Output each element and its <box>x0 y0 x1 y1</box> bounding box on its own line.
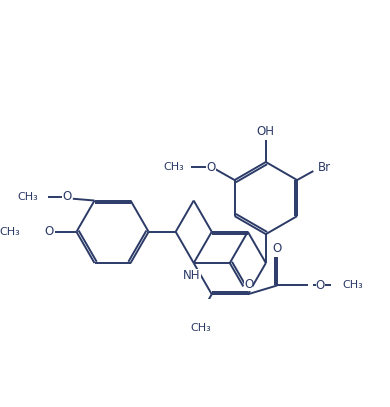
Text: NH: NH <box>183 269 201 282</box>
Text: O: O <box>207 161 216 174</box>
Text: CH₃: CH₃ <box>0 227 21 237</box>
Text: O: O <box>244 278 254 291</box>
Text: CH₃: CH₃ <box>18 192 39 202</box>
Text: CH₃: CH₃ <box>163 162 184 173</box>
Text: Br: Br <box>317 161 331 174</box>
Text: CH₃: CH₃ <box>342 280 363 291</box>
Text: O: O <box>45 225 54 238</box>
Text: O: O <box>316 279 325 292</box>
Text: O: O <box>63 190 72 204</box>
Text: CH₃: CH₃ <box>191 323 211 333</box>
Text: OH: OH <box>257 125 275 138</box>
Text: O: O <box>273 242 282 255</box>
